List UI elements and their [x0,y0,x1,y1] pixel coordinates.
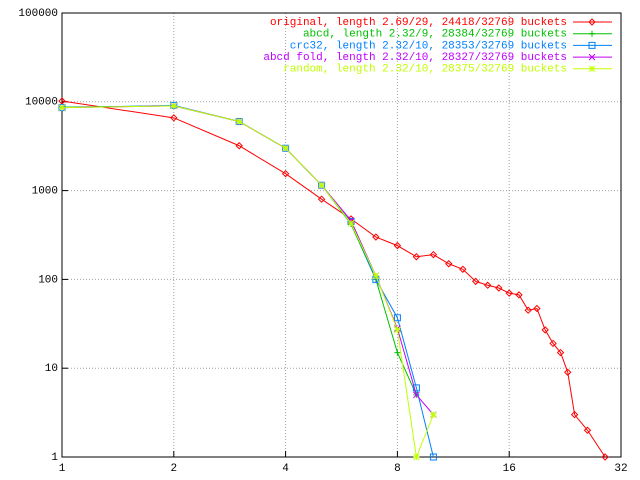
point [533,304,541,313]
point [235,118,243,125]
point [524,306,532,314]
series-line [61,105,434,459]
point [564,368,572,376]
point [413,453,420,461]
point [601,453,609,461]
legend-label: original, length 2.69/29, 24418/32769 bu… [270,17,567,29]
point [170,102,178,110]
point [347,219,355,227]
point [394,349,401,356]
point [556,348,565,357]
legend-label: abcd fold, length 2.32/10, 28327/32769 b… [263,52,567,64]
x-tick-label: 8 [394,463,401,475]
x-tick-label: 16 [503,463,516,475]
point [430,411,437,418]
point [515,291,523,299]
point [58,104,66,111]
point [393,241,402,250]
point [282,144,289,152]
point [372,233,380,241]
point [429,453,437,461]
x-tick-label: 4 [282,463,289,475]
point [583,426,592,434]
point [472,277,480,286]
x-tick-label: 32 [614,463,627,475]
point [281,169,290,178]
legend-marker [588,65,596,73]
legend-label: random, length 2.32/10, 28375/32769 buck… [283,64,567,76]
legend-label: crc32, length 2.32/10, 28353/32769 bucke… [290,40,567,52]
point [429,250,438,259]
y-tick-label: 100 [38,274,58,286]
y-tick-label: 1000 [32,186,58,198]
point [445,260,453,268]
x-tick-label: 1 [59,463,66,475]
legend-marker [589,30,595,37]
point [235,142,243,150]
x-tick-label: 2 [170,463,177,475]
point [372,272,380,280]
y-tick-label: 10 [45,363,58,375]
point [549,339,557,348]
point [459,265,467,273]
point [235,118,243,125]
point [413,391,420,399]
point [58,97,66,105]
point [412,253,421,261]
plot-frame [61,12,622,458]
point [483,281,492,289]
point [541,326,549,334]
point [570,410,579,419]
y-tick-label: 100000 [18,8,58,20]
point [394,326,401,334]
point [505,289,513,297]
legend-marker [588,18,596,26]
point [412,384,420,392]
y-tick-label: 10000 [25,97,58,109]
point [495,284,503,292]
legend-marker [588,41,596,49]
point [170,114,178,122]
legend-marker [588,53,596,61]
y-tick-label: 1 [51,452,58,464]
point [393,314,401,322]
point [58,104,66,112]
point [347,217,355,225]
point [318,181,325,189]
legend-label: abcd, length 2.32/9, 28384/32769 buckets [303,29,567,41]
point [317,195,326,203]
